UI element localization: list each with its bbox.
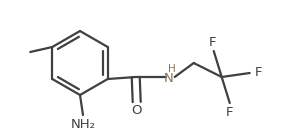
Text: H: H [168,64,176,74]
Text: N: N [164,72,174,85]
Text: NH₂: NH₂ [71,117,96,131]
Text: F: F [255,65,263,78]
Text: F: F [209,36,217,50]
Text: O: O [132,104,142,117]
Text: F: F [226,105,233,119]
